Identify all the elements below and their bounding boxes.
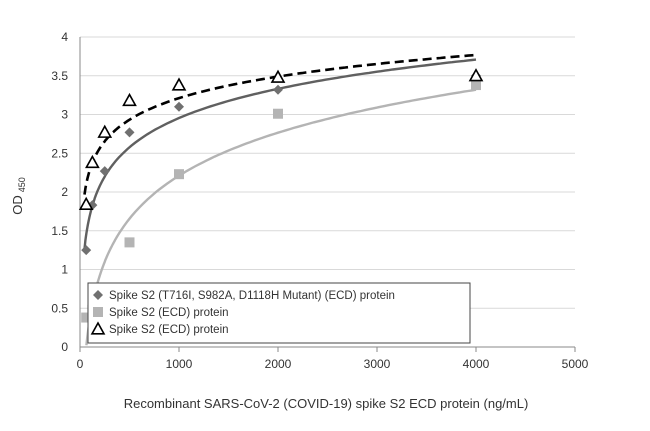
y-tick-label: 1.5 bbox=[51, 224, 68, 238]
triangle-marker bbox=[97, 124, 113, 138]
legend-triangle-icon bbox=[90, 321, 106, 335]
legend-entry-label: Spike S2 (T716I, S982A, D1118H Mutant) (… bbox=[109, 290, 395, 302]
gridlines bbox=[80, 36, 575, 309]
square-marker bbox=[471, 80, 481, 91]
square-marker bbox=[174, 169, 184, 180]
legend-box bbox=[87, 282, 471, 344]
x-tick-labels: 0 1000 2000 3000 4000 5000 bbox=[77, 357, 589, 371]
y-axis-label-main: OD bbox=[10, 195, 25, 215]
triangle-marker bbox=[85, 154, 100, 169]
x-tick-label: 5000 bbox=[562, 357, 589, 371]
legend-entry-label: Spike S2 (ECD) protein bbox=[109, 324, 229, 336]
diamond-marker bbox=[124, 127, 135, 138]
x-tick-label: 4000 bbox=[463, 357, 490, 371]
y-tick-label: 3.5 bbox=[51, 69, 68, 83]
square-marker bbox=[273, 108, 283, 119]
diamond-marker bbox=[174, 101, 184, 112]
y-tick-label: 1 bbox=[61, 263, 68, 277]
diamond-marker bbox=[99, 166, 110, 177]
y-tick-label: 3 bbox=[61, 108, 68, 122]
y-tick-label: 0.5 bbox=[51, 301, 68, 315]
y-axis-label-subscript: 450 bbox=[17, 177, 27, 192]
x-tick-label: 0 bbox=[77, 357, 84, 371]
x-axis-label: Recombinant SARS-CoV-2 (COVID-19) spike … bbox=[124, 396, 529, 411]
x-tick-label: 2000 bbox=[265, 357, 292, 371]
square-marker bbox=[124, 237, 135, 248]
y-tick-label: 4 bbox=[61, 30, 68, 44]
triangle-marker bbox=[171, 77, 187, 91]
legend: Spike S2 (T716I, S982A, D1118H Mutant) (… bbox=[87, 282, 471, 344]
triangle-marker bbox=[468, 68, 484, 82]
diamond-marker bbox=[273, 84, 283, 95]
y-tick-label: 2 bbox=[61, 185, 68, 199]
trend-line-series-1 bbox=[83, 58, 477, 249]
data-markers bbox=[78, 68, 484, 323]
y-tick-label: 2.5 bbox=[51, 146, 68, 160]
triangle-marker bbox=[122, 92, 137, 107]
triangle-marker bbox=[78, 196, 94, 210]
legend-entry-label: Spike S2 (ECD) protein bbox=[109, 307, 229, 319]
trend-line-series-2 bbox=[85, 88, 477, 346]
triangle-marker bbox=[270, 69, 286, 83]
trend-line-series-3 bbox=[83, 53, 477, 195]
legend-square-icon bbox=[93, 307, 103, 317]
trend-lines bbox=[83, 53, 477, 346]
y-tick-labels: 0 0.5 1 1.5 2 2.5 3 3.5 4 bbox=[51, 30, 68, 354]
y-tick-label: 0 bbox=[61, 340, 68, 354]
x-tick-label: 3000 bbox=[364, 357, 391, 371]
axes bbox=[79, 37, 576, 352]
x-tick-label: 1000 bbox=[166, 357, 193, 371]
y-axis-label: OD 450 bbox=[10, 177, 27, 215]
legend-diamond-icon bbox=[93, 290, 103, 300]
square-marker bbox=[81, 312, 92, 323]
diamond-marker bbox=[81, 245, 92, 256]
